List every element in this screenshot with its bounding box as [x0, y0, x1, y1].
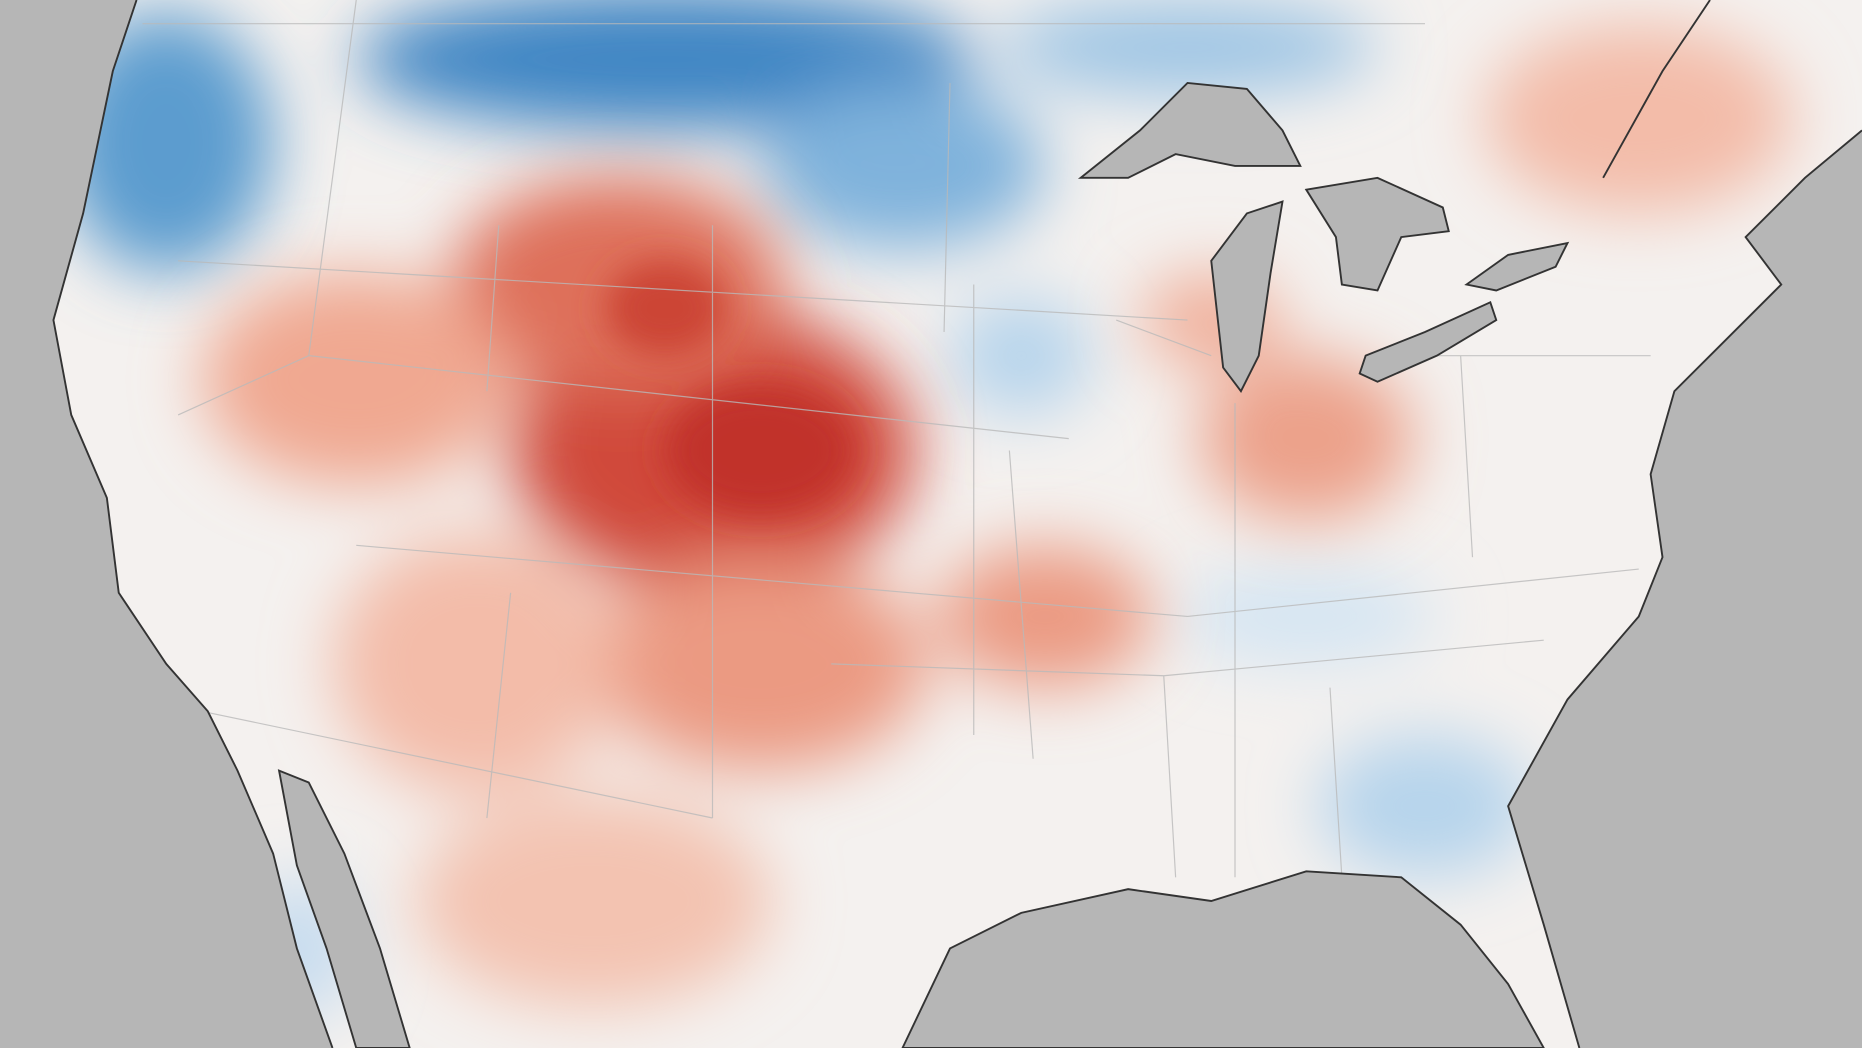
- gulf-of-california: [277, 769, 411, 1048]
- gulf-of-mexico: [901, 870, 1545, 1048]
- lake-erie: [1358, 301, 1498, 383]
- cold-anomalies: [59, 0, 1532, 1020]
- water-bodies: [277, 81, 1570, 1048]
- lake-huron: [1304, 176, 1450, 292]
- warm-anomalies: [201, 23, 1794, 1008]
- lake-michigan: [1210, 200, 1284, 394]
- lake-superior: [1077, 81, 1302, 179]
- borders: [142, 0, 1651, 878]
- lake-ontario: [1464, 241, 1570, 292]
- coastline: [52, 0, 1862, 1048]
